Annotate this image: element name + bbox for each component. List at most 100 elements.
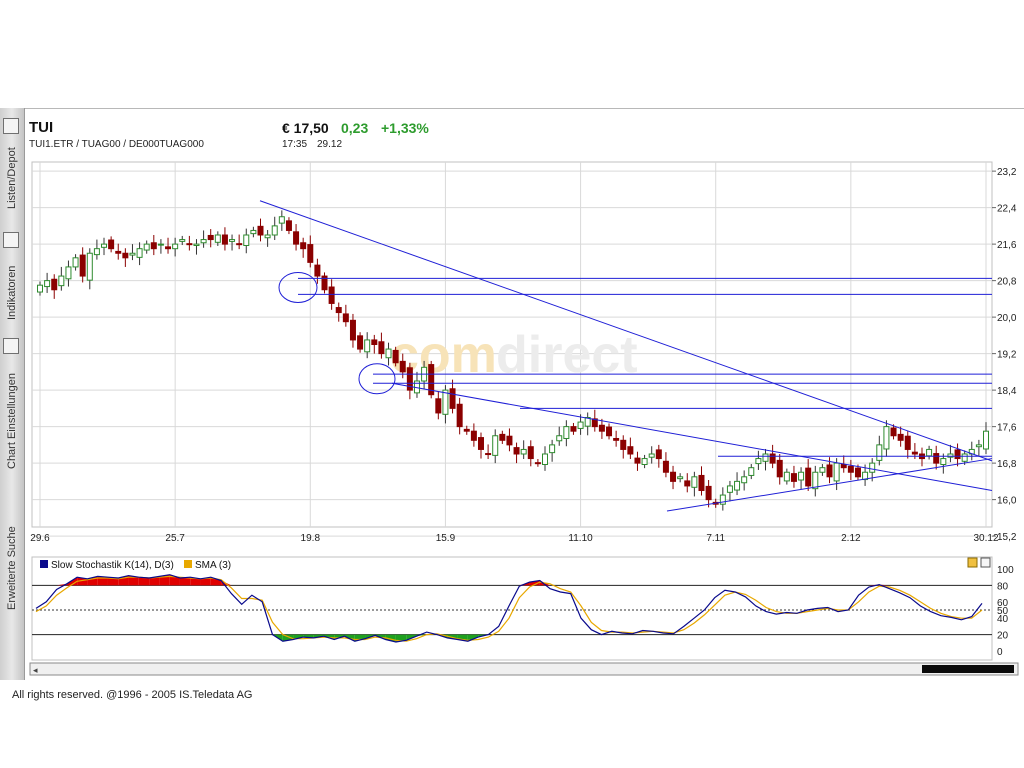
candle-down bbox=[428, 364, 435, 396]
overbought-fill bbox=[179, 577, 191, 586]
candle-up bbox=[520, 448, 527, 455]
candle-up bbox=[278, 216, 285, 224]
candle-up bbox=[264, 234, 271, 239]
candle-up bbox=[883, 426, 890, 450]
candle-up bbox=[86, 252, 93, 281]
candle-down bbox=[449, 388, 456, 409]
candle-down bbox=[911, 451, 918, 455]
trendline-long-down bbox=[259, 200, 993, 462]
candle-up bbox=[584, 417, 591, 427]
candle-up bbox=[172, 243, 179, 250]
candle-up bbox=[44, 280, 51, 288]
candle-down bbox=[705, 485, 712, 501]
candle-down bbox=[904, 435, 911, 450]
candle-down bbox=[285, 220, 292, 231]
price-axis-label: 23,2 bbox=[997, 167, 1017, 178]
scrollbar-thumb[interactable] bbox=[922, 665, 1014, 673]
legend-k-swatch bbox=[40, 560, 48, 568]
candle-up bbox=[58, 275, 65, 287]
candle-down bbox=[854, 467, 861, 478]
candle-up bbox=[762, 453, 769, 462]
candle-down bbox=[335, 307, 342, 314]
indicator-settings-icon[interactable] bbox=[967, 557, 978, 568]
candle-up bbox=[876, 444, 883, 461]
price-axis-label: 15,2 bbox=[997, 532, 1017, 543]
overbought-fill bbox=[138, 577, 150, 586]
candle-up bbox=[143, 243, 150, 251]
candle-up bbox=[129, 252, 136, 256]
candle-down bbox=[399, 360, 406, 373]
candle-down bbox=[186, 243, 193, 246]
candle-down bbox=[534, 462, 541, 465]
candle-up bbox=[833, 462, 840, 482]
price-axis-label: 16,8 bbox=[997, 459, 1017, 470]
candle-up bbox=[72, 257, 79, 268]
candle-down bbox=[122, 252, 129, 259]
quote-date: 29.12 bbox=[317, 139, 343, 150]
candle-up bbox=[719, 494, 726, 505]
candle-down bbox=[670, 471, 677, 482]
candle-down bbox=[954, 449, 961, 460]
indicator-close-icon[interactable] bbox=[980, 557, 991, 568]
candle-up bbox=[577, 421, 584, 429]
candle-down bbox=[456, 403, 463, 428]
candle-down bbox=[115, 250, 122, 254]
candle-down bbox=[499, 433, 506, 441]
candle-down bbox=[463, 428, 470, 432]
candle-up bbox=[783, 471, 790, 482]
settings-list-icon[interactable] bbox=[3, 338, 19, 354]
candle-up bbox=[947, 453, 954, 458]
candle-down bbox=[606, 426, 613, 437]
candle-up bbox=[200, 239, 207, 244]
candle-up bbox=[748, 467, 755, 476]
candle-up bbox=[726, 485, 733, 493]
candle-down bbox=[307, 244, 314, 263]
candle-down bbox=[598, 424, 605, 432]
candle-down bbox=[236, 243, 243, 246]
candle-up bbox=[677, 476, 684, 480]
candle-up bbox=[243, 234, 250, 246]
stochastic-axis-label: 60 bbox=[997, 598, 1009, 609]
candle-up bbox=[93, 248, 100, 256]
candle-down bbox=[435, 398, 442, 414]
candle-up bbox=[37, 284, 43, 293]
date-axis-label: 11.10 bbox=[568, 533, 593, 544]
candle-down bbox=[349, 319, 356, 341]
candle-up bbox=[492, 435, 499, 456]
date-axis-label: 25.7 bbox=[165, 533, 185, 544]
candle-up bbox=[741, 476, 748, 484]
candle-down bbox=[342, 313, 349, 323]
candle-down bbox=[328, 286, 335, 304]
price-axis-label: 22,4 bbox=[997, 204, 1017, 215]
candle-down bbox=[662, 460, 669, 473]
candle-down bbox=[314, 264, 321, 277]
price-axis-label: 19,2 bbox=[997, 350, 1017, 361]
candle-down bbox=[527, 446, 534, 460]
candle-down bbox=[392, 349, 399, 364]
candle-up bbox=[542, 453, 549, 465]
candle-down bbox=[620, 439, 627, 450]
price-axis-label: 16,0 bbox=[997, 496, 1017, 507]
overbought-fill bbox=[97, 576, 108, 586]
overbought-fill bbox=[107, 577, 119, 586]
trendline-up-support bbox=[666, 458, 993, 512]
candle-down bbox=[51, 278, 58, 291]
candle-down bbox=[485, 453, 492, 456]
scroll-left-arrow-icon[interactable]: ◂ bbox=[33, 665, 38, 675]
candle-down bbox=[890, 427, 897, 437]
overbought-fill bbox=[128, 575, 139, 586]
overbought-fill bbox=[149, 576, 160, 586]
candle-down bbox=[826, 464, 833, 478]
candle-down bbox=[805, 467, 812, 487]
candle-up bbox=[975, 444, 982, 448]
candle-down bbox=[378, 341, 385, 355]
horizontal-scrollbar[interactable] bbox=[29, 662, 1019, 676]
candle-down bbox=[684, 480, 691, 487]
instrument-name: TUI bbox=[29, 119, 54, 136]
candle-up bbox=[179, 239, 186, 242]
candle-up bbox=[364, 339, 371, 353]
date-axis-label: 2.12 bbox=[841, 533, 861, 544]
folder-icon[interactable] bbox=[3, 118, 19, 134]
bar-chart-icon[interactable] bbox=[3, 232, 19, 248]
candle-down bbox=[221, 234, 228, 245]
